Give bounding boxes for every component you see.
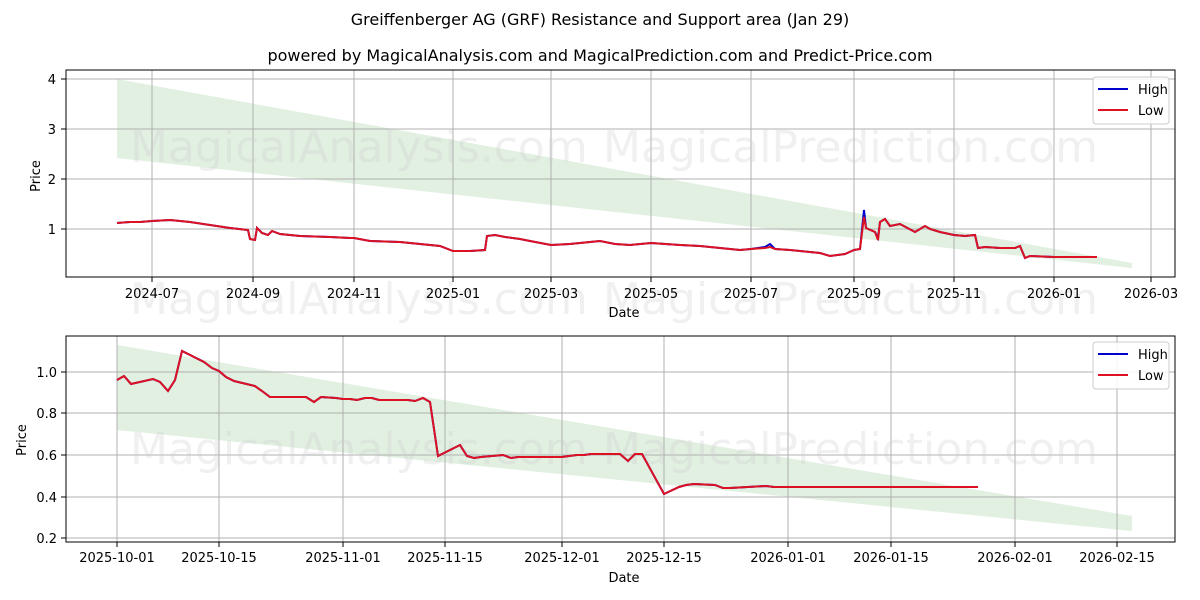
top-legend: High Low xyxy=(1092,76,1170,125)
bottom-xtick: 2025-11-01 xyxy=(305,551,381,566)
bottom-xtick: 2026-01-15 xyxy=(853,551,929,566)
legend-low-label: Low xyxy=(1138,369,1164,384)
top-xtick: 2024-11 xyxy=(327,287,381,302)
watermark-magicalprediction: MagicalPrediction.com xyxy=(603,122,1098,173)
bottom-axes-frame xyxy=(65,335,1176,543)
chart-subtitle: powered by MagicalAnalysis.com and Magic… xyxy=(267,46,933,65)
top-low-line xyxy=(116,216,1097,260)
top-y-axis: 1 2 3 4 Price xyxy=(29,73,66,238)
top-ytick: 1 xyxy=(48,223,56,238)
watermark-magicalanalysis: MagicalAnalysis.com xyxy=(130,122,588,173)
watermark-magicalprediction-2: MagicalPrediction.com xyxy=(603,274,1098,325)
bottom-ytick: 0.2 xyxy=(36,532,57,547)
bottom-xtick: 2025-10-15 xyxy=(181,551,257,566)
bottom-xtick: 2025-12-15 xyxy=(626,551,702,566)
top-ytick: 4 xyxy=(48,73,56,88)
top-support-resistance-band xyxy=(117,79,1132,268)
top-xtick: 2025-07 xyxy=(724,287,778,302)
bottom-legend: High Low xyxy=(1092,341,1170,390)
top-xtick: 2025-05 xyxy=(624,287,678,302)
bottom-xtick: 2025-10-01 xyxy=(79,551,155,566)
top-xtick: 2025-09 xyxy=(827,287,881,302)
chart-title: Greiffenberger AG (GRF) Resistance and S… xyxy=(350,10,850,29)
watermark-magicalanalysis-2: MagicalAnalysis.com xyxy=(130,274,588,325)
top-y-label: Price xyxy=(29,160,44,192)
bottom-xtick: 2026-02-15 xyxy=(1079,551,1155,566)
bottom-chart: MagicalAnalysis.com MagicalPrediction.co… xyxy=(15,335,1176,586)
bottom-xtick: 2025-11-15 xyxy=(407,551,483,566)
bottom-xtick: 2025-12-01 xyxy=(524,551,600,566)
top-xtick: 2024-09 xyxy=(226,287,280,302)
top-x-axis: 2024-07 2024-09 2024-11 2025-01 2025-03 … xyxy=(125,277,1178,321)
bottom-x-axis: 2025-10-01 2025-10-15 2025-11-01 2025-11… xyxy=(79,542,1155,586)
legend-low-label: Low xyxy=(1138,104,1164,119)
bottom-xtick: 2026-02-01 xyxy=(977,551,1053,566)
watermark-magicalanalysis-3: MagicalAnalysis.com xyxy=(130,424,588,475)
top-xtick: 2024-07 xyxy=(125,287,179,302)
bottom-y-axis: 0.2 0.4 0.6 0.8 1.0 Price xyxy=(15,366,66,547)
bottom-ytick: 0.8 xyxy=(36,407,57,422)
top-xtick: 2025-11 xyxy=(927,287,981,302)
top-chart: MagicalAnalysis.com MagicalPrediction.co… xyxy=(29,69,1178,325)
top-xtick: 2025-01 xyxy=(426,287,480,302)
bottom-support-resistance-band xyxy=(117,345,1132,531)
bottom-ytick: 0.4 xyxy=(36,491,57,506)
top-ytick: 3 xyxy=(48,123,56,138)
bottom-y-label: Price xyxy=(15,424,30,456)
top-axes-frame xyxy=(65,69,1176,278)
bottom-x-label: Date xyxy=(608,571,639,586)
top-xtick: 2026-03 xyxy=(1124,287,1178,302)
watermark-magicalprediction-3: MagicalPrediction.com xyxy=(603,424,1098,475)
bottom-low-line xyxy=(116,349,978,496)
top-xtick: 2025-03 xyxy=(524,287,578,302)
bottom-xtick: 2026-01-01 xyxy=(750,551,826,566)
top-ytick: 2 xyxy=(48,173,56,188)
top-x-label: Date xyxy=(608,306,639,321)
bottom-ytick: 0.6 xyxy=(36,449,57,464)
bottom-ytick: 1.0 xyxy=(36,366,57,381)
top-xtick: 2026-01 xyxy=(1027,287,1081,302)
legend-high-label: High xyxy=(1138,83,1168,98)
legend-high-label: High xyxy=(1138,348,1168,363)
